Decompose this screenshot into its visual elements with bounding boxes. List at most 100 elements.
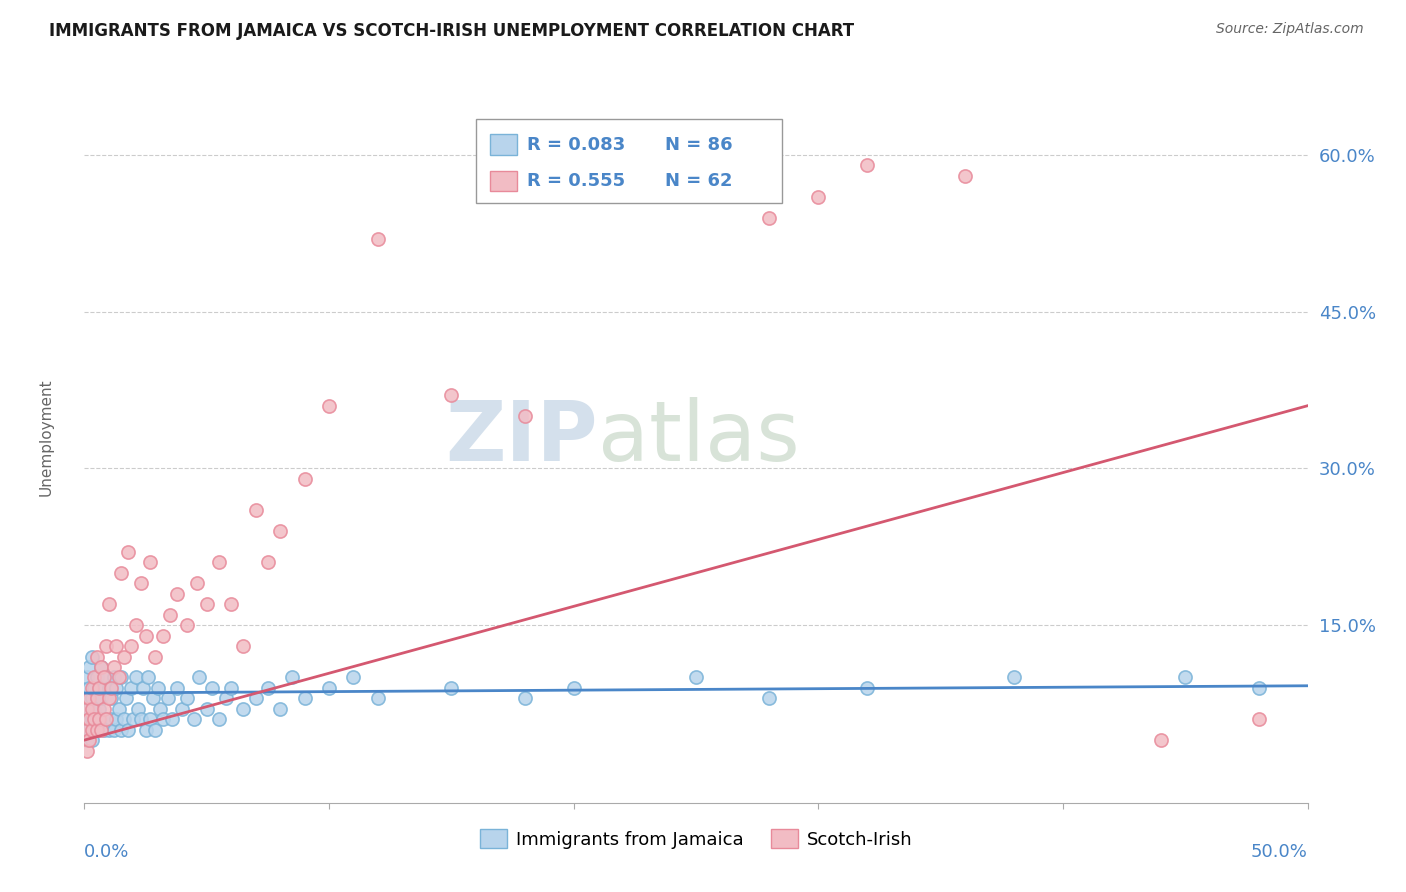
Point [139,556,162,570]
Point [80,691,103,706]
Point [77,681,100,695]
Point [83,712,105,726]
Point [110,566,132,580]
Point [97,681,120,695]
Point [367,691,389,706]
Point [105,681,128,695]
Point [612,127,634,141]
Point [96,712,118,726]
Point [93,670,115,684]
Point [97,691,120,706]
Point [135,723,157,737]
Point [86,649,108,664]
Point [112,649,135,664]
Point [77,712,100,726]
Point [107,702,129,716]
Point [215,691,238,706]
Point [117,723,139,737]
Point [176,618,198,632]
Point [166,681,188,695]
Point [232,639,254,653]
Point [513,691,536,706]
Point [120,681,142,695]
Text: IMMIGRANTS FROM JAMAICA VS SCOTCH-IRISH UNEMPLOYMENT CORRELATION CHART: IMMIGRANTS FROM JAMAICA VS SCOTCH-IRISH … [49,22,855,40]
Point [257,681,280,695]
Point [245,503,267,517]
Point [159,607,181,622]
Point [105,712,128,726]
Point [709,148,731,162]
Point [90,712,112,726]
Point [367,231,389,245]
Point [135,629,157,643]
Point [96,712,118,726]
Point [125,670,148,684]
Point [156,691,179,706]
Point [115,691,138,706]
Point [1247,712,1270,726]
Point [122,712,145,726]
Point [685,670,707,684]
Point [103,670,125,684]
Point [758,691,780,706]
Point [172,702,194,716]
Point [142,691,165,706]
Point [188,670,211,684]
Point [139,712,162,726]
Point [318,399,340,413]
Point [758,211,780,225]
Point [318,681,340,695]
Point [77,723,100,737]
Point [86,691,108,706]
Point [105,639,128,653]
Point [77,660,100,674]
Point [100,712,122,726]
Text: 0.0%: 0.0% [84,843,129,861]
Point [219,681,242,695]
Point [195,597,218,611]
Point [152,629,174,643]
Point [86,712,108,726]
Bar [491,135,517,154]
Point [440,681,463,695]
Point [281,670,304,684]
Point [80,702,103,716]
Point [80,712,103,726]
Point [76,670,98,684]
Point [162,712,184,726]
Point [807,190,830,204]
Point [186,576,208,591]
Point [87,712,110,726]
Point [87,702,110,716]
Point [77,691,100,706]
Point [269,524,291,538]
Point [257,556,280,570]
Legend: Immigrants from Jamaica, Scotch-Irish: Immigrants from Jamaica, Scotch-Irish [472,822,920,856]
Point [100,681,122,695]
Point [86,670,108,684]
Point [83,702,105,716]
Point [1002,670,1025,684]
Point [129,712,152,726]
Point [149,702,172,716]
Point [112,712,135,726]
Point [80,681,103,695]
Point [136,670,159,684]
Point [93,681,115,695]
Point [103,660,125,674]
Point [513,409,536,424]
Point [86,723,108,737]
Text: R = 0.555: R = 0.555 [527,172,626,190]
Text: N = 86: N = 86 [665,136,733,153]
Point [83,670,105,684]
Point [562,681,585,695]
Point [76,702,98,716]
Point [1247,681,1270,695]
Point [90,691,112,706]
Text: R = 0.083: R = 0.083 [527,136,626,153]
Point [110,670,132,684]
Text: N = 62: N = 62 [665,172,733,190]
Point [183,712,205,726]
Point [90,660,112,674]
Point [93,702,115,716]
